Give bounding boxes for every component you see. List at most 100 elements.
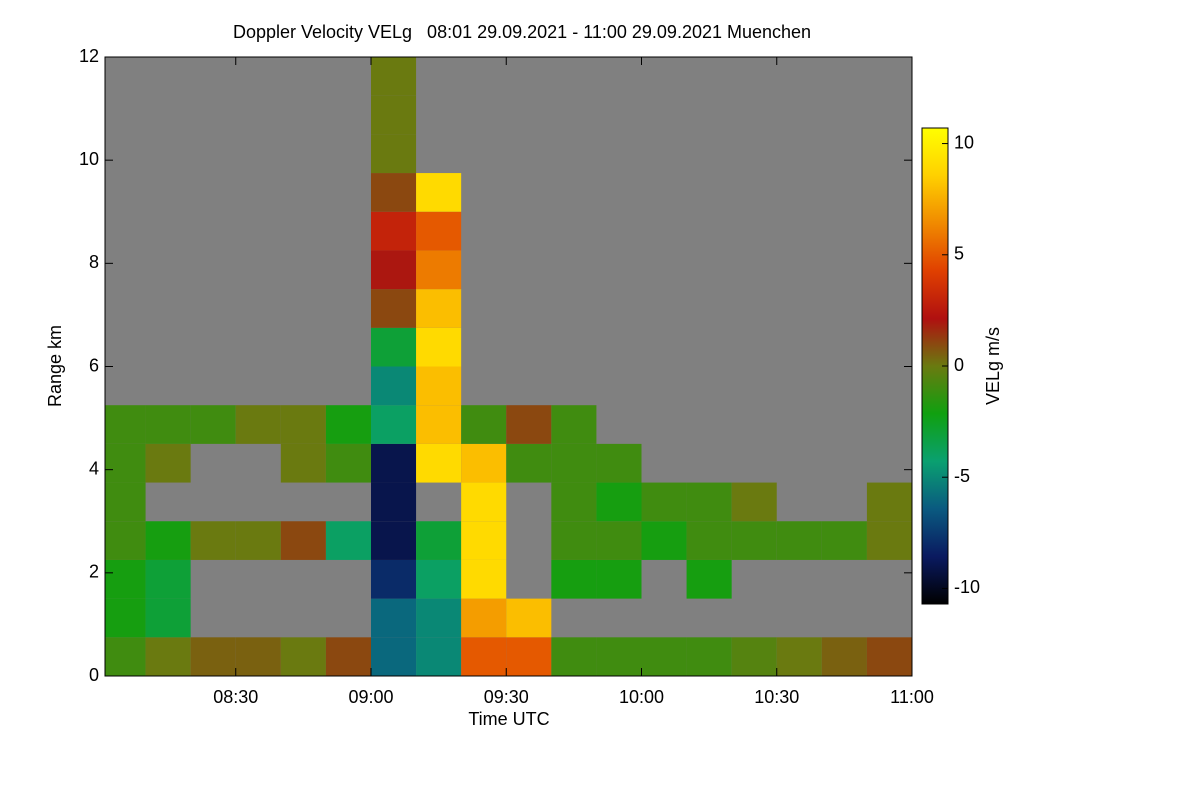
heat-cell (416, 250, 462, 290)
heat-cell (370, 134, 417, 174)
heat-cell (370, 559, 417, 599)
heat-cell (866, 482, 912, 522)
heat-cell (416, 443, 462, 483)
y-tick-label: 12 (79, 46, 99, 66)
heat-cell (416, 559, 462, 599)
heat-cell (596, 559, 642, 599)
heat-cell (145, 559, 191, 599)
colorbar-tick-label: -10 (954, 577, 980, 597)
heat-cell (506, 637, 552, 676)
heat-cell (190, 637, 236, 676)
heat-cell (370, 289, 417, 328)
x-tick-label: 09:00 (348, 687, 393, 707)
heat-cell (461, 521, 507, 560)
heat-cell (506, 598, 552, 638)
x-tick-label: 11:00 (890, 687, 934, 707)
heat-cell (370, 173, 417, 212)
heat-cell (776, 637, 822, 676)
heat-cell (416, 637, 462, 676)
heat-cell (596, 637, 642, 676)
heat-cell (370, 57, 417, 96)
x-tick-label: 10:30 (754, 687, 799, 707)
heat-cell (686, 637, 732, 676)
x-axis-label: Time UTC (468, 709, 549, 729)
y-tick-label: 2 (89, 562, 99, 582)
heat-cell (866, 521, 912, 560)
x-tick-label: 09:30 (484, 687, 529, 707)
heat-cell (416, 327, 462, 367)
heat-cell (325, 521, 371, 560)
heat-cell (596, 482, 642, 522)
heat-cell (145, 443, 191, 483)
heat-cell (105, 559, 146, 599)
heat-cell (145, 598, 191, 638)
heat-cell (105, 443, 146, 483)
heat-cell (551, 405, 597, 444)
heat-cell (731, 482, 777, 522)
heat-cell (641, 521, 687, 560)
y-axis-label: Range km (45, 325, 65, 407)
heat-cell (325, 637, 371, 676)
heat-cell (105, 482, 146, 522)
y-tick-label: 0 (89, 665, 99, 685)
heat-cell (235, 405, 281, 444)
colorbar-label: VELg m/s (983, 327, 1003, 405)
heat-cell (280, 405, 326, 444)
heat-cell (325, 443, 371, 483)
heat-cell (686, 559, 732, 599)
heat-cell (416, 211, 462, 251)
heat-cell (280, 521, 326, 560)
heat-cell (551, 521, 597, 560)
y-tick-label: 6 (89, 355, 99, 375)
heat-cell (105, 637, 146, 676)
heat-cell (145, 405, 191, 444)
heat-cell (866, 637, 912, 676)
heat-cell (416, 405, 462, 444)
y-tick-label: 4 (89, 458, 99, 478)
heat-cell (325, 405, 371, 444)
heat-cell (416, 521, 462, 560)
heat-cell (731, 521, 777, 560)
heat-cell (370, 637, 417, 676)
heat-cell (686, 521, 732, 560)
heat-cell (370, 443, 417, 483)
heat-cell (370, 366, 417, 406)
y-tick-label: 10 (79, 149, 99, 169)
heat-cell (235, 521, 281, 560)
heat-cell (416, 173, 462, 212)
heat-cell (506, 443, 552, 483)
heat-cell (821, 521, 867, 560)
heat-cell (506, 405, 552, 444)
heat-cell (370, 521, 417, 560)
plot-background (105, 57, 912, 676)
heat-cell (596, 521, 642, 560)
heat-cell (416, 598, 462, 638)
x-tick-label: 08:30 (213, 687, 258, 707)
heat-cell (370, 598, 417, 638)
heat-cell (551, 482, 597, 522)
heat-cell (641, 482, 687, 522)
heat-cell (190, 521, 236, 560)
heat-cell (461, 559, 507, 599)
heat-cell (280, 443, 326, 483)
heat-cell (461, 443, 507, 483)
heat-cell (461, 598, 507, 638)
heat-cell (370, 95, 417, 135)
heat-cell (145, 637, 191, 676)
colorbar-tick-label: -5 (954, 466, 970, 486)
chart-title: Doppler Velocity VELg 08:01 29.09.2021 -… (233, 22, 811, 42)
heat-cell (190, 405, 236, 444)
heat-cell (551, 637, 597, 676)
heat-cell (105, 598, 146, 638)
heat-cell (551, 559, 597, 599)
y-tick-label: 8 (89, 252, 99, 272)
colorbar-tick-label: 0 (954, 355, 964, 375)
heat-cell (145, 521, 191, 560)
heat-cell (416, 289, 462, 328)
heat-cell (105, 521, 146, 560)
heat-cell (370, 211, 417, 251)
heat-cell (461, 405, 507, 444)
heat-cell (370, 405, 417, 444)
heat-cell (105, 405, 146, 444)
